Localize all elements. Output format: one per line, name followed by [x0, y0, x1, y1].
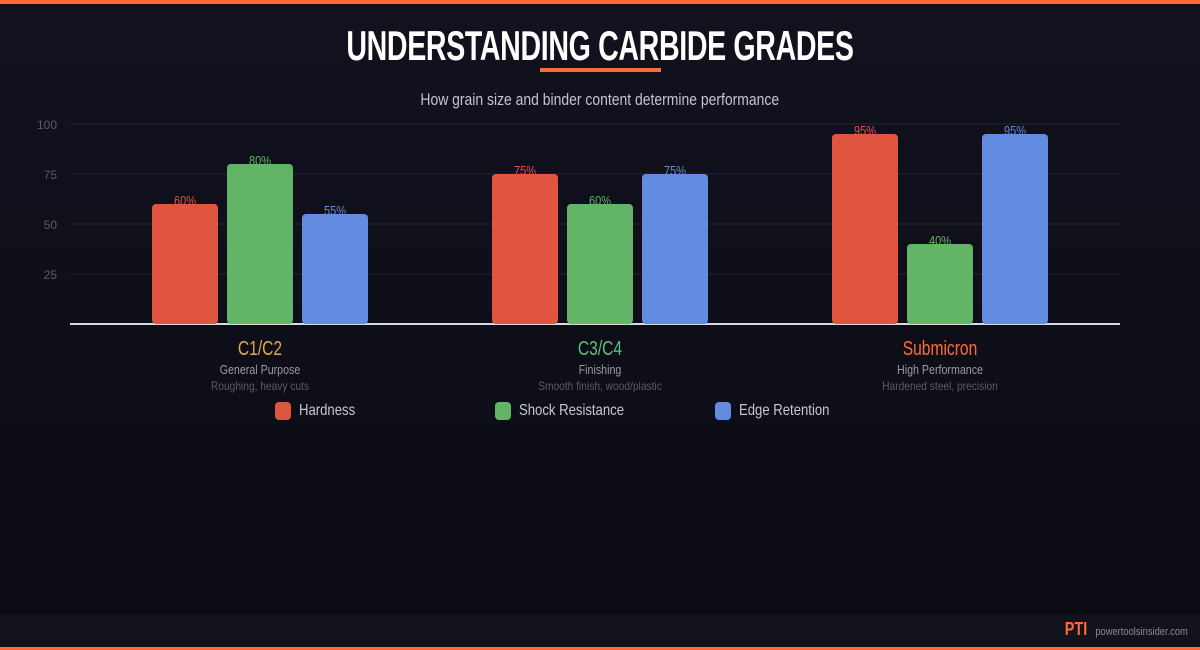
category-name: C1/C2 [237, 338, 283, 360]
data-label: 40% [929, 233, 951, 248]
bar-shock-resistance [227, 164, 293, 324]
category-desc: Hardened steel, precision [882, 379, 998, 393]
category-label: C3/C4 Finishing Smooth finish, wood/plasti… [480, 338, 720, 393]
legend-item: Shock Resistance [495, 402, 647, 420]
bar-shock-resistance [567, 204, 633, 324]
bar-edge-retention [302, 214, 368, 324]
bar-hardness [492, 174, 558, 324]
legend-item: Hardness [275, 402, 367, 420]
category-sub: General Purpose [219, 362, 301, 377]
y-tick-label: 75 [44, 168, 58, 182]
legend-swatch [715, 402, 731, 420]
category-label: C1/C2 General Purpose Roughing, heavy cuts [140, 338, 380, 393]
y-tick-label: 50 [44, 218, 58, 232]
data-label: 60% [589, 193, 611, 208]
title-text: UNDERSTANDING CARBIDE GRADES [346, 22, 854, 69]
footer-logo: PTI [1064, 619, 1088, 639]
category-sub: Finishing [578, 362, 622, 377]
legend-label: Edge Retention [739, 402, 830, 419]
legend-swatch [495, 402, 511, 420]
category-name: Submicron [902, 338, 978, 360]
data-label: 60% [174, 193, 196, 208]
data-label: 95% [1004, 123, 1026, 138]
footer [0, 614, 1200, 647]
category-desc: Roughing, heavy cuts [210, 379, 310, 393]
y-tick-label: 25 [44, 268, 58, 282]
data-label: 75% [514, 163, 536, 178]
subtitle-text: How grain size and binder content determ… [420, 90, 780, 109]
legend-label: Shock Resistance [519, 402, 625, 419]
bar-shock-resistance [907, 244, 973, 324]
data-label: 95% [854, 123, 876, 138]
top-accent-bar [0, 0, 1200, 4]
bar-hardness [832, 134, 898, 324]
bar-edge-retention [642, 174, 708, 324]
bar-edge-retention [982, 134, 1048, 324]
data-label: 75% [664, 163, 686, 178]
footer-site: powertoolsinsider.com [1095, 626, 1188, 638]
title-underline [540, 68, 661, 72]
category-sub: High Performance [897, 362, 983, 377]
data-label: 55% [324, 203, 346, 218]
legend-label: Hardness [299, 402, 356, 419]
bar-hardness [152, 204, 218, 324]
data-label: 80% [249, 153, 271, 168]
y-tick-label: 100 [37, 118, 57, 132]
bottom-accent-bar [0, 647, 1200, 650]
page-title: UNDERSTANDING CARBIDE GRADES [0, 22, 1200, 70]
legend-item: Edge Retention [715, 402, 849, 420]
category-desc: Smooth finish, wood/plastic [538, 379, 662, 393]
category-name: C3/C4 [577, 338, 623, 360]
subtitle: How grain size and binder content determ… [0, 90, 1200, 110]
legend-swatch [275, 402, 291, 420]
category-label: Submicron High Performance Hardened steel,… [820, 338, 1060, 393]
